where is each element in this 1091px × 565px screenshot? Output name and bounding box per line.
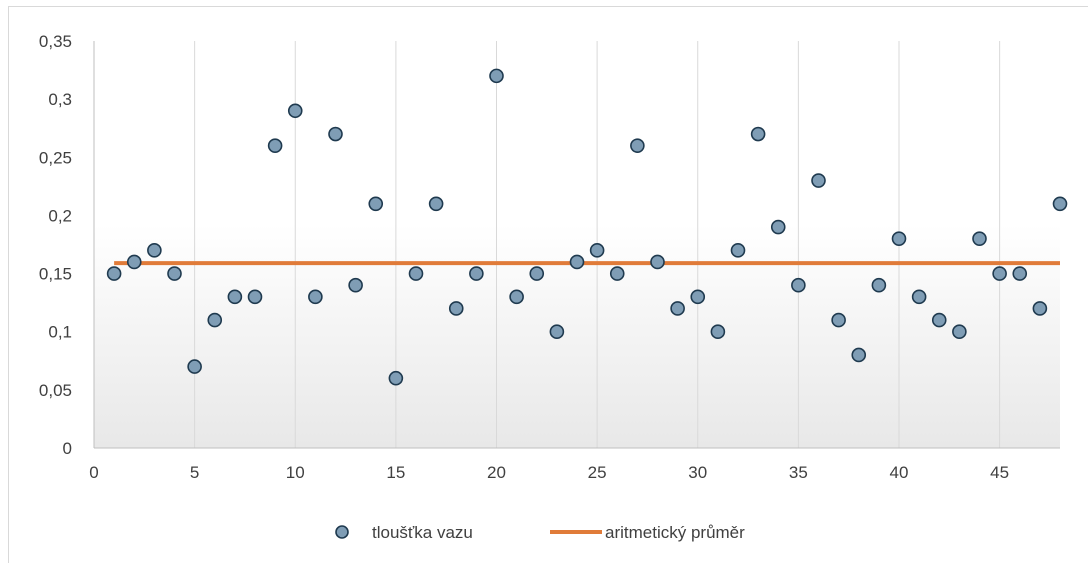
y-tick-label-3: 0,15 — [39, 265, 72, 284]
data-point-47 — [1032, 301, 1048, 316]
data-point-27 — [630, 138, 645, 153]
data-point-28 — [650, 254, 665, 270]
data-point-34 — [770, 219, 786, 235]
data-point-17 — [428, 196, 444, 212]
y-tick-label-5: 0,25 — [39, 148, 72, 167]
data-point-22 — [529, 266, 545, 281]
data-point-5 — [187, 359, 202, 374]
data-point-12 — [328, 126, 343, 142]
x-tick-label-45: 45 — [990, 463, 1009, 482]
data-point-39 — [871, 277, 887, 293]
x-tick-label-5: 5 — [190, 463, 199, 482]
x-tick-label-15: 15 — [386, 463, 405, 482]
x-tick-label-30: 30 — [688, 463, 707, 482]
x-tick-label-25: 25 — [588, 463, 607, 482]
data-point-46 — [1012, 266, 1028, 281]
plot-area — [94, 41, 1060, 448]
data-point-13 — [348, 277, 363, 293]
data-point-32 — [730, 243, 746, 258]
data-point-18 — [448, 301, 464, 316]
data-point-36 — [811, 173, 826, 188]
y-tick-label-6: 0,3 — [48, 90, 72, 109]
data-point-4 — [167, 266, 182, 281]
data-point-48 — [1052, 196, 1068, 212]
legend: tloušťka vazu aritmetický průměr — [335, 523, 745, 542]
data-point-20 — [489, 68, 504, 84]
data-point-33 — [750, 126, 766, 142]
data-point-31 — [710, 324, 726, 340]
data-point-11 — [308, 289, 323, 305]
data-point-29 — [670, 301, 685, 316]
x-tick-label-40: 40 — [890, 463, 909, 482]
data-point-23 — [549, 324, 565, 340]
data-point-8 — [247, 289, 263, 305]
legend-label-tloustka-vazu: tloušťka vazu — [372, 523, 473, 542]
data-point-44 — [972, 231, 987, 246]
data-point-16 — [408, 266, 424, 281]
data-point-7 — [227, 289, 243, 305]
data-point-15 — [388, 370, 404, 386]
x-tick-label-10: 10 — [286, 463, 305, 482]
data-point-10 — [287, 103, 303, 119]
data-point-35 — [791, 277, 806, 293]
data-point-45 — [992, 266, 1007, 281]
y-tick-label-0: 0 — [63, 439, 72, 458]
data-point-3 — [147, 243, 162, 258]
data-point-25 — [589, 243, 605, 258]
data-point-6 — [207, 312, 223, 328]
x-tick-label-20: 20 — [487, 463, 506, 482]
data-point-26 — [609, 266, 625, 281]
data-point-2 — [126, 254, 142, 270]
y-tick-label-7: 0,35 — [39, 32, 72, 51]
y-tick-label-4: 0,2 — [48, 206, 72, 225]
x-tick-label-0: 0 — [89, 463, 98, 482]
data-point-42 — [931, 312, 947, 328]
y-tick-label-2: 0,1 — [48, 323, 72, 342]
data-point-9 — [267, 138, 283, 153]
data-point-14 — [368, 196, 384, 212]
data-point-30 — [690, 289, 706, 305]
data-point-40 — [891, 231, 907, 246]
series-layer — [106, 68, 1068, 386]
legend-label-aritmeticky-prumer: aritmetický průměr — [605, 523, 745, 542]
data-point-43 — [952, 324, 967, 340]
y-tick-label-1: 0,05 — [39, 381, 72, 400]
data-point-21 — [509, 289, 524, 305]
axes: 0 5 10 15 20 25 30 35 40 45 0 0,05 0,1 0,15 0,2 0,25 0,3… — [39, 32, 1060, 482]
data-point-19 — [469, 266, 484, 281]
data-point-41 — [911, 289, 927, 305]
data-point-38 — [851, 347, 867, 363]
legend-marker-tloustka-vazu — [335, 525, 349, 539]
x-tick-label-35: 35 — [789, 463, 808, 482]
data-point-1 — [106, 266, 122, 281]
data-point-37 — [831, 312, 846, 328]
data-point-24 — [569, 254, 585, 270]
